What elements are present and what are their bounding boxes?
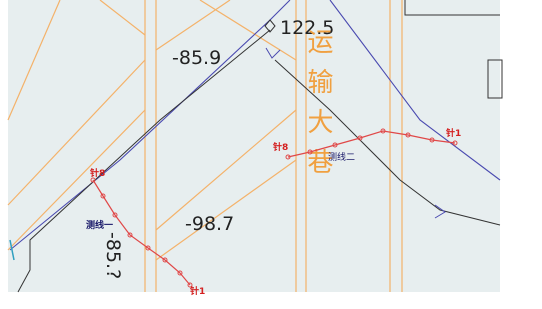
elevation-label: -85.9 <box>172 47 221 69</box>
pin-label: 针1 <box>190 285 205 297</box>
elevation-label: -98.7 <box>185 213 234 235</box>
survey-line-name: 测线一 <box>86 219 113 231</box>
pin-label: 针8 <box>273 141 288 153</box>
elevation-label: -85.? <box>102 232 124 279</box>
roadway-label: 运输大巷 <box>303 28 333 188</box>
survey-line-name: 测线二 <box>328 151 355 163</box>
cad-map: -85.9 122.5 -98.7 -85.? 运输大巷 针8 针1 测线二 针… <box>0 0 542 309</box>
pin-label: 针1 <box>446 127 461 139</box>
pin-label: 针8 <box>90 167 105 179</box>
